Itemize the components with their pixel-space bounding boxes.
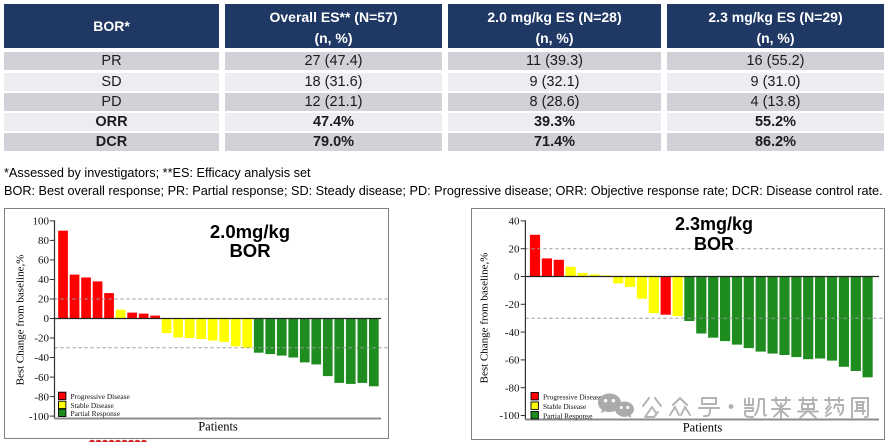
svg-text:-40: -40	[505, 327, 520, 339]
svg-text:Progressive Disease: Progressive Disease	[71, 392, 131, 401]
svg-text:40: 40	[38, 274, 50, 286]
svg-text:Best Change from baseline,%: Best Change from baseline,%	[15, 255, 27, 386]
svg-text:Stable Disease: Stable Disease	[71, 401, 115, 410]
svg-text:0: 0	[514, 271, 520, 283]
svg-text:Patients: Patients	[683, 421, 723, 435]
svg-text:Stable Disease: Stable Disease	[543, 402, 587, 411]
svg-text:-20: -20	[505, 299, 520, 311]
svg-text:2.0mg/kg: 2.0mg/kg	[210, 221, 290, 242]
svg-text:BOR: BOR	[229, 240, 270, 261]
svg-text:2.3mg/kg: 2.3mg/kg	[675, 214, 753, 234]
svg-text:20: 20	[38, 294, 50, 306]
svg-text:-40: -40	[34, 352, 49, 364]
svg-text:40: 40	[509, 216, 521, 228]
svg-text:Progressive Disease: Progressive Disease	[543, 392, 603, 401]
svg-text:100: 100	[33, 216, 50, 228]
svg-text:Best Change from baseline,%: Best Change from baseline,%	[479, 253, 491, 384]
svg-text:-100: -100	[29, 411, 50, 423]
svg-text:Partial Response: Partial Response	[71, 409, 121, 418]
svg-text:Patients: Patients	[198, 420, 238, 434]
svg-text:-80: -80	[34, 391, 49, 403]
svg-text:0: 0	[44, 313, 50, 325]
svg-text:80: 80	[38, 235, 50, 247]
svg-text:BOR: BOR	[694, 234, 734, 254]
svg-text:-80: -80	[505, 382, 520, 394]
svg-text:-20: -20	[34, 333, 49, 345]
svg-text:20: 20	[509, 243, 521, 255]
svg-text:60: 60	[38, 255, 50, 267]
svg-text:-100: -100	[499, 410, 520, 422]
svg-text:-60: -60	[505, 355, 520, 367]
svg-text:-60: -60	[34, 372, 49, 384]
svg-text:Partial Response: Partial Response	[543, 411, 593, 420]
